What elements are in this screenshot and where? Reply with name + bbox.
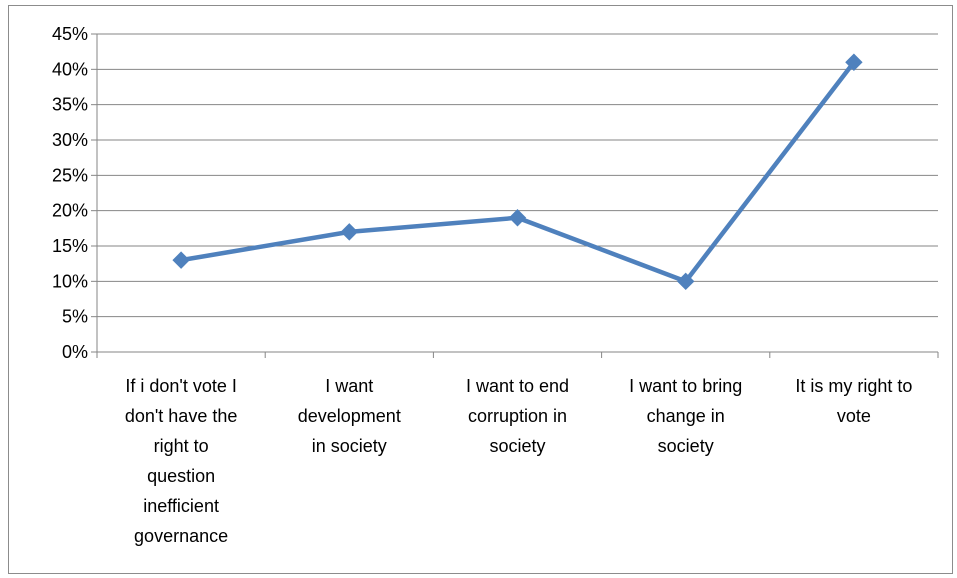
y-tick-label: 10%: [52, 271, 88, 291]
y-tick-label: 35%: [52, 95, 88, 115]
y-tick-label: 40%: [52, 59, 88, 79]
series-layer: [172, 53, 863, 291]
chart-frame: [8, 5, 953, 574]
y-tick-label: 5%: [62, 307, 88, 327]
y-tick-label: 45%: [52, 24, 88, 44]
data-point-marker: [172, 251, 190, 269]
y-tick-label: 25%: [52, 165, 88, 185]
gridlines: [97, 33, 938, 353]
series-line: [178, 60, 857, 284]
x-category-label: I want development in society: [298, 376, 401, 456]
y-tick-label: 0%: [62, 342, 88, 362]
y-tick-label: 30%: [52, 130, 88, 150]
data-point-marker: [676, 272, 695, 291]
x-category-label: It is my right to vote: [795, 376, 912, 426]
axes: [91, 33, 939, 358]
y-tick-label: 15%: [52, 236, 88, 256]
x-category-label: I want to end corruption in society: [466, 376, 569, 456]
y-tick-labels: 0% 5% 10% 15% 20% 25% 30% 35% 40% 45%: [52, 24, 88, 362]
x-category-label: I want to bring change in society: [629, 376, 742, 456]
data-point-marker: [508, 209, 527, 227]
data-point-marker: [845, 53, 863, 71]
data-point-marker: [340, 223, 359, 241]
y-tick-label: 20%: [52, 201, 88, 221]
